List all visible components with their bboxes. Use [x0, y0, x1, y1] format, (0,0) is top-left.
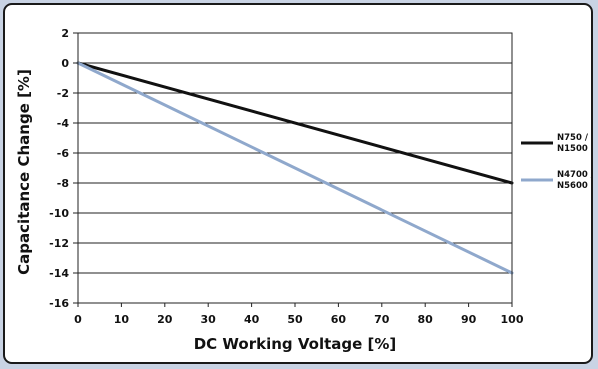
- y-tick-label: -12: [49, 237, 69, 250]
- chart-frame: 2 0 -2 -4 -6 -8 -10 -12 -14 -16 0 10 20 30 40 50 60 70 80 9…: [3, 3, 593, 364]
- y-tick-label: 0: [61, 57, 69, 70]
- x-tick-label: 30: [201, 313, 217, 326]
- x-tick-label: 10: [114, 313, 130, 326]
- x-tick-label: 0: [74, 313, 82, 326]
- y-tick-label: -6: [57, 147, 70, 160]
- y-tick-label: -8: [57, 177, 69, 190]
- y-tick-label: -16: [49, 297, 69, 310]
- plot-border: [77, 32, 513, 304]
- axes: [73, 32, 513, 307]
- series-line-2: [76, 61, 514, 275]
- series: [76, 61, 514, 275]
- legend-label-1: N1500: [557, 144, 588, 154]
- y-tick-label: -4: [57, 117, 70, 130]
- x-axis-title: DC Working Voltage [%]: [194, 335, 397, 353]
- chart-svg: 20-2-4-6-8-10-12-14-160 10 20 30 40 50 60 70 80 9…: [15, 27, 591, 353]
- x-tick-label: 100: [501, 313, 524, 326]
- x-tick-label: 80: [418, 313, 434, 326]
- y-tick-label: -2: [57, 87, 69, 100]
- y-tick-label: -10: [49, 207, 69, 220]
- legend-label-2: N5600: [557, 181, 588, 191]
- y-axis-title: Capacitance Change [%]: [15, 69, 33, 275]
- y-tick-label: 2: [61, 27, 69, 40]
- series-line-1: [76, 61, 514, 185]
- x-tick-label: 50: [287, 313, 303, 326]
- legend-label-2: N4700 /: [557, 170, 591, 180]
- x-tick-label: 60: [331, 313, 347, 326]
- x-tick-label: 70: [374, 313, 390, 326]
- x-tick-label: 40: [244, 313, 260, 326]
- x-tick-label: 20: [157, 313, 173, 326]
- tick-labels: 20-2-4-6-8-10-12-14-160 10 20 30 40 50 60 70 80 9…: [49, 27, 524, 326]
- x-tick-label: 90: [461, 313, 477, 326]
- y-tick-label: -14: [49, 267, 69, 280]
- legend-label-1: N750 /: [557, 133, 589, 143]
- legend: N750 /N1500 N4700 /N5600: [521, 133, 591, 191]
